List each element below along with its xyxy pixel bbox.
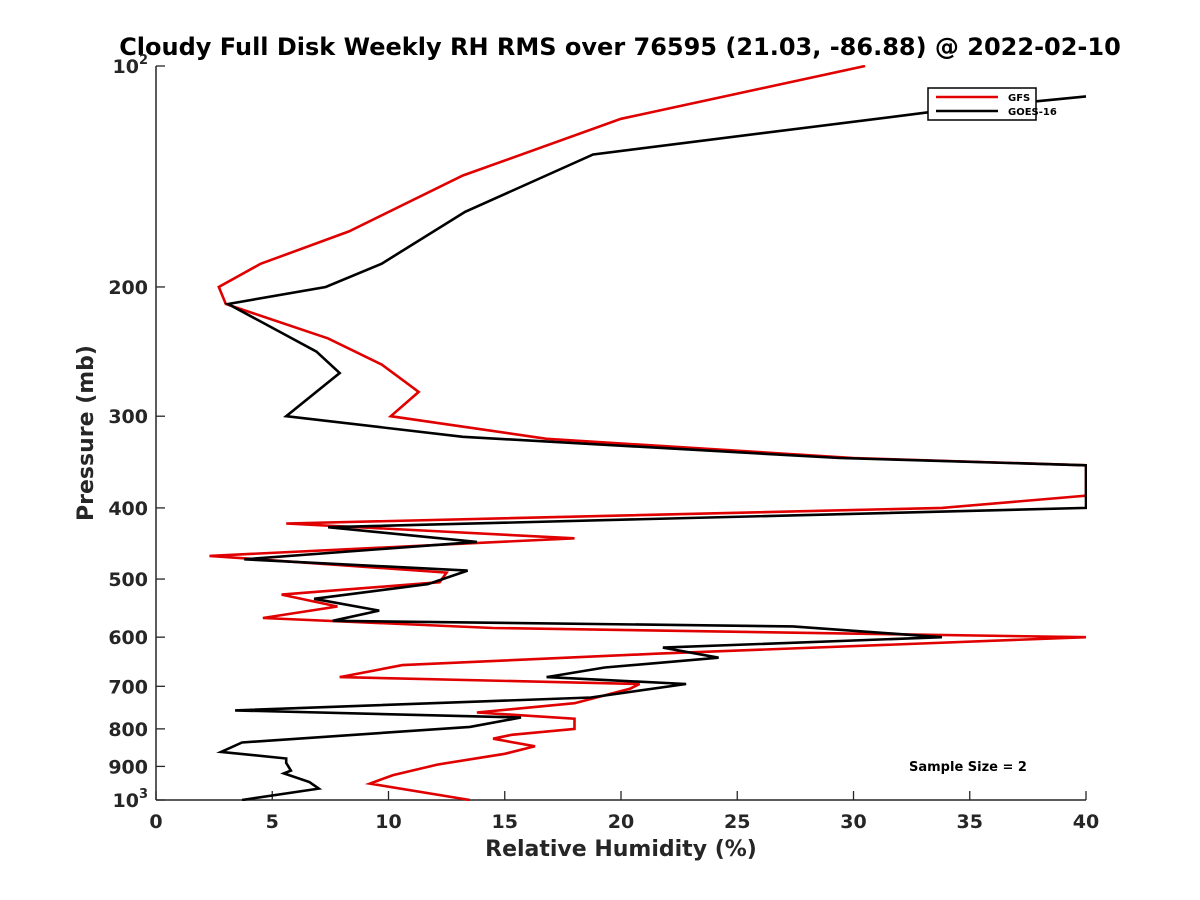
sample-size-annotation: Sample Size = 2 — [909, 760, 1027, 775]
series-line-goes-16 — [216, 95, 1087, 801]
x-tick-label: 0 — [149, 811, 162, 833]
x-tick-label: 20 — [608, 811, 634, 833]
legend-label-gfs: GFS — [1008, 93, 1030, 104]
x-axis: 0 5 10 15 20 25 30 35 40 — [149, 791, 1099, 833]
series-line-gfs — [209, 65, 1087, 801]
x-tick-label: 15 — [492, 811, 518, 833]
y-tick-label: 102 — [113, 53, 149, 78]
legend: GFS GOES-16 — [927, 87, 1057, 121]
series-layer — [209, 65, 1087, 801]
y-tick-label: 700 — [108, 676, 148, 698]
x-tick-label: 30 — [840, 811, 866, 833]
y-tick-label: 600 — [108, 627, 148, 649]
y-tick-label: 200 — [108, 277, 148, 299]
chart-title: Cloudy Full Disk Weekly RH RMS over 7659… — [119, 33, 1121, 61]
y-tick-label: 103 — [113, 787, 149, 812]
x-tick-label: 25 — [724, 811, 750, 833]
y-tick-label: 900 — [108, 756, 148, 778]
x-tick-label: 35 — [957, 811, 983, 833]
x-tick-label: 40 — [1073, 811, 1099, 833]
y-axis: 102 200 300 400 500 600 700 800 900 103 — [108, 53, 165, 812]
legend-box — [927, 87, 1037, 121]
y-tick-label: 500 — [108, 569, 148, 591]
y-axis-label: Pressure (mb) — [74, 345, 99, 521]
y-tick-label: 800 — [108, 719, 148, 741]
legend-label-goes-16: GOES-16 — [1008, 107, 1057, 118]
x-tick-label: 5 — [266, 811, 279, 833]
x-tick-label: 10 — [375, 811, 401, 833]
y-tick-label: 400 — [108, 498, 148, 520]
x-axis-label: Relative Humidity (%) — [485, 837, 757, 862]
y-tick-label: 300 — [108, 406, 148, 428]
